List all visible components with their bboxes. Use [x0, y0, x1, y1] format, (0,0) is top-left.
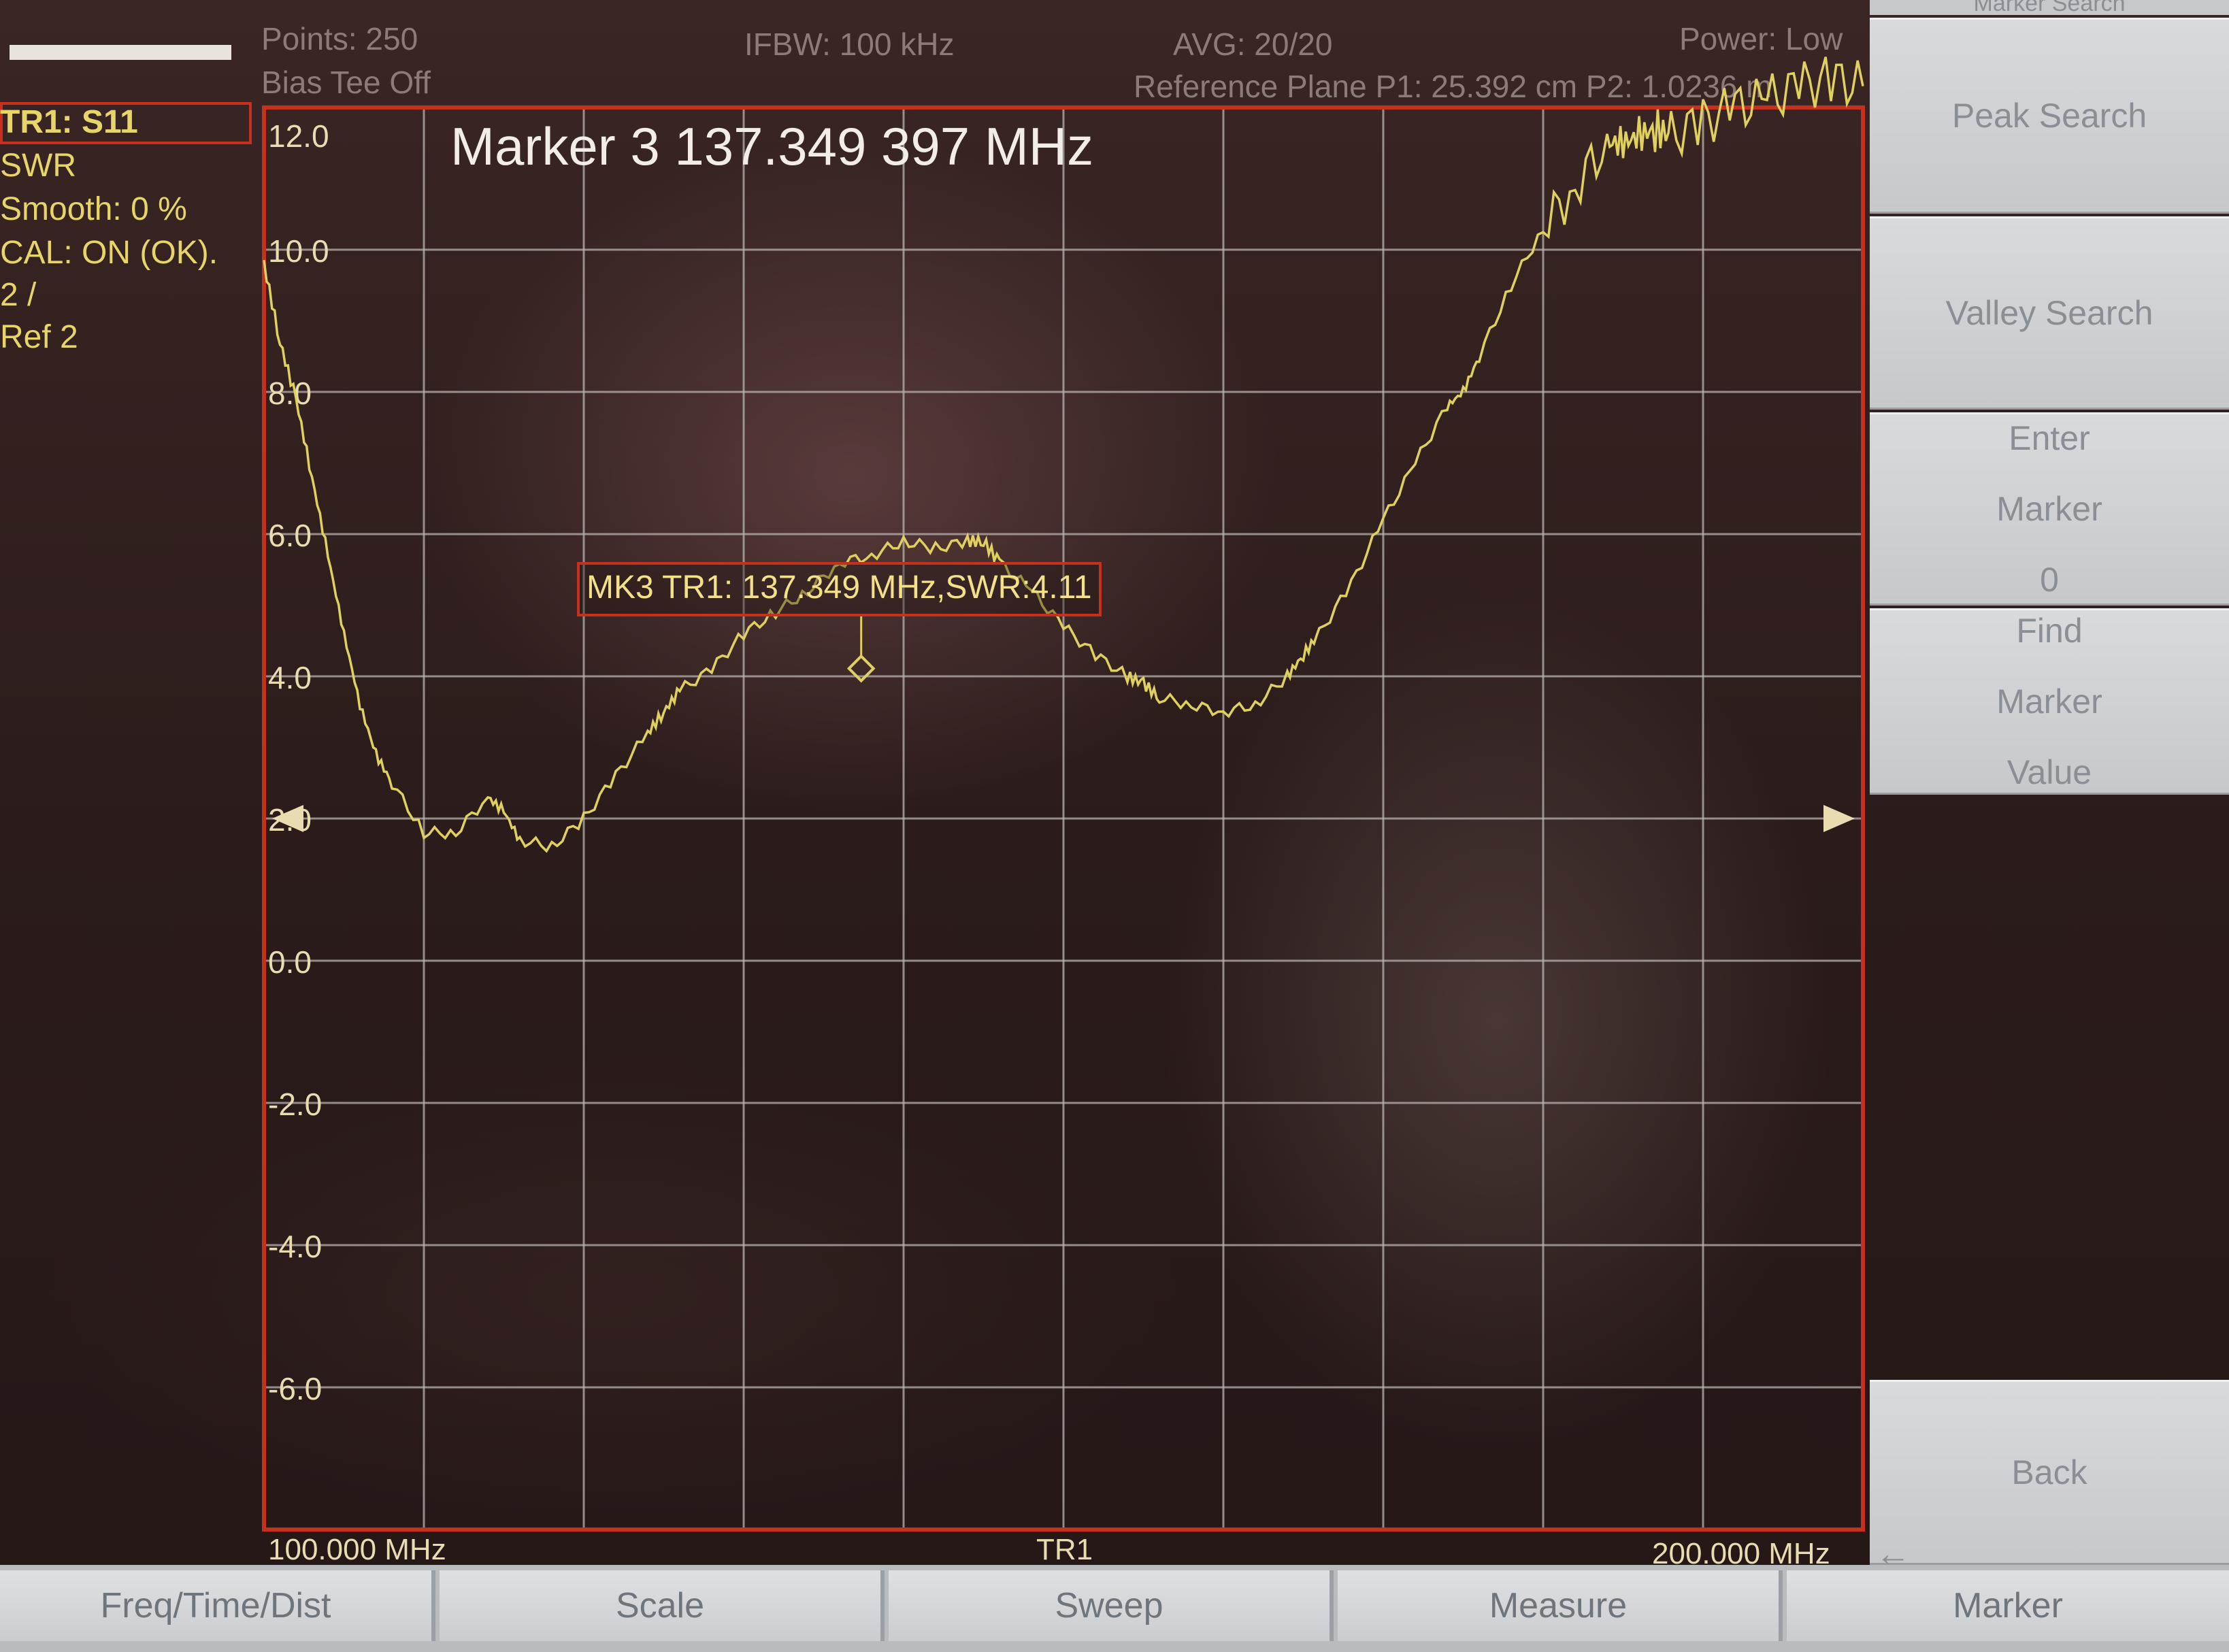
tab-label: Measure [1489, 1586, 1628, 1625]
find-marker-value-button[interactable]: Find Marker Value [1870, 608, 2229, 795]
marker-readout: MK3 TR1: 137.349 MHz,SWR:4.11 [577, 562, 1102, 616]
tab-label: Freq/Time/Dist [100, 1586, 331, 1625]
brand-bar [10, 45, 231, 60]
enter-marker-button[interactable]: Enter Marker 0 [1870, 412, 2229, 606]
find-marker-line-1: Find [2016, 612, 2083, 650]
status-bar: Points: 250 Bias Tee Off IFBW: 100 kHz A… [0, 0, 1871, 109]
tab-label: Marker [1953, 1586, 2063, 1625]
y-tick-label: -4.0 [268, 1229, 322, 1264]
y-tick-label: -2.0 [268, 1087, 322, 1122]
tab-marker[interactable]: Marker [1787, 1570, 2229, 1641]
back-label: Back [2011, 1453, 2087, 1491]
peak-search-label: Peak Search [1951, 97, 2147, 135]
swr-trace [263, 56, 1864, 853]
points-label: Points: 250 [261, 21, 418, 56]
find-marker-line-3: Value [2007, 753, 2092, 791]
trace-label: TR1: S11 [0, 104, 138, 140]
format-label: SWR [0, 148, 76, 184]
tab-measure[interactable]: Measure [1338, 1570, 1783, 1641]
back-button[interactable]: Back [1870, 1380, 2229, 1565]
y-tick-label: 0.0 [268, 944, 312, 980]
reference-arrow-right [1823, 805, 1855, 832]
x-start-label: 100.000 MHz [268, 1533, 446, 1566]
enter-marker-line-1: Enter [2009, 419, 2090, 457]
chart-frame [262, 105, 1865, 1532]
softkey-menu-title: Marker Search [1870, 0, 2229, 15]
valley-search-label: Valley Search [1945, 294, 2153, 332]
reference-arrow-left [272, 805, 303, 832]
cal-label: CAL: ON (OK). [0, 235, 218, 271]
enter-marker-line-3: 0 [2040, 561, 2059, 599]
x-stop-label: 200.000 MHz [1652, 1537, 1830, 1570]
ref-label: Ref 2 [0, 319, 78, 355]
ifbw-label: IFBW: 100 kHz [744, 27, 955, 62]
find-marker-line-2: Marker [1996, 682, 2102, 721]
smooth-label: Smooth: 0 % [0, 191, 187, 227]
valley-search-button[interactable]: Valley Search [1870, 216, 2229, 410]
tab-sweep[interactable]: Sweep [889, 1570, 1334, 1641]
y-tick-label: 4.0 [268, 660, 312, 695]
peak-search-button[interactable]: Peak Search [1870, 18, 2229, 214]
active-marker-title: Marker 3 137.349 397 MHz [450, 116, 1094, 176]
x-center-label: TR1 [1036, 1533, 1093, 1566]
marker-3[interactable] [846, 614, 876, 683]
scale-per-div-label: 2 / [0, 277, 37, 313]
y-tick-label: 6.0 [268, 518, 312, 553]
y-tick-label: 12.0 [268, 118, 329, 154]
tab-label: Scale [615, 1586, 705, 1625]
marker-diamond-icon[interactable] [846, 654, 876, 683]
y-axis-ticks: 12.010.08.06.04.02.00.0-2.0-4.0-6.0 [268, 118, 329, 1406]
tab-label: Sweep [1055, 1586, 1163, 1625]
bias-tee-label: Bias Tee Off [261, 65, 431, 100]
tab-freq-time-dist[interactable]: Freq/Time/Dist [0, 1570, 435, 1641]
avg-label: AVG: 20/20 [1173, 27, 1333, 62]
y-tick-label: 10.0 [268, 233, 329, 269]
y-tick-label: -6.0 [268, 1371, 322, 1406]
tab-scale[interactable]: Scale [440, 1570, 885, 1641]
graticule [264, 108, 1863, 1530]
trace-selector[interactable] [0, 102, 252, 144]
reference-plane-label: Reference Plane P1: 25.392 cm P2: 1.0236… [1134, 69, 1772, 104]
power-label: Power: Low [1679, 21, 1843, 56]
enter-marker-line-2: Marker [1996, 490, 2102, 528]
